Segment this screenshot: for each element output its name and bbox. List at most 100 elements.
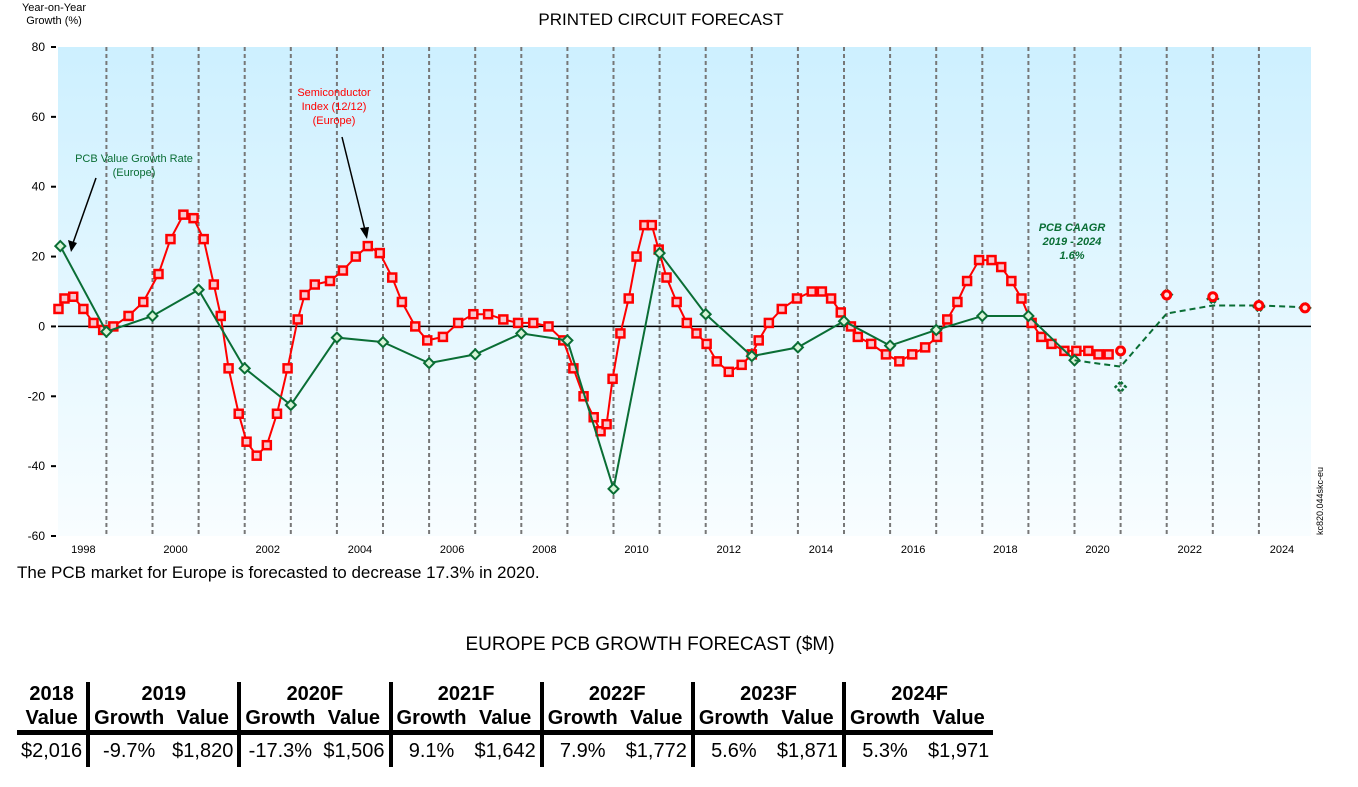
semiconductor-arrowhead [360,227,369,239]
semiconductor-point [1093,349,1104,360]
semiconductor-point [437,331,449,343]
semiconductor-point [906,349,918,360]
value-2019: $1,820 [172,740,234,762]
semiconductor-point [961,275,973,287]
y-axis: 80 60 40 20 0 -20 -40 -60 [28,40,56,543]
semiconductor-forecast-point [1115,345,1127,357]
value-header: Value [168,706,240,735]
semiconductor-forecast-point [1299,302,1311,314]
semiconductor-point [1046,338,1057,350]
semiconductor-point [671,296,682,308]
plot-background [58,47,1311,536]
semiconductor-point [324,275,336,287]
growth-header: Growth [842,706,925,735]
series-line [1074,304,1306,368]
value-header: Value [470,706,542,735]
chart-code: kc820.044skc-eu [1315,466,1325,535]
growth-2023: 5.6% [690,732,773,767]
table-year-row: 2018 2019 2020F 2021F 2022F 2023F 2024F [17,682,994,706]
semiconductor-point [309,279,321,290]
semiconductor-point [973,254,985,266]
semiconductor-point [422,335,433,346]
pcb-point [883,339,897,353]
y-tick-label: 60 [32,110,46,124]
semiconductor-point [1103,349,1114,360]
value-header: Value [621,706,693,735]
pcb-point [146,309,159,323]
semiconductor-point [215,310,226,322]
x-tick-label: 1998 [71,544,95,556]
semiconductor-point [919,342,931,353]
semiconductor-point [661,272,672,283]
table-row: $2,016 -9.7% $1,820 -17.3% $1,506 9.1% $… [17,732,993,767]
semiconductor-point [681,317,693,329]
pcb-annotation-text: (Europe) [113,167,156,179]
x-tick-label: 2016 [901,544,925,556]
growth-2022: 7.9% [539,732,622,767]
y-tick-label: 0 [38,319,45,333]
semiconductor-point [88,317,99,329]
x-tick-label: 2012 [717,544,741,556]
pcb-point [699,307,713,321]
gridlines [105,47,1260,536]
pcb-point [791,340,805,354]
semiconductor-point [512,317,524,329]
pcb-point [284,398,298,412]
semiconductor-arrow [341,136,366,231]
pcb-point [192,283,206,297]
series [53,209,1312,496]
semiconductor-forecast-point [1207,291,1219,303]
semiconductor-point [482,308,494,320]
pcb-arrow [72,177,97,244]
pcb-point [1021,309,1035,323]
x-tick-label: 2010 [624,544,648,556]
semiconductor-point [543,321,554,332]
semiconductor-point [568,363,579,374]
semiconductor-point [59,293,70,304]
pcb-point [975,309,989,323]
semiconductor-point [386,272,398,283]
year-header: 2018 [29,683,74,705]
x-tick-label: 2008 [532,544,556,556]
value-2020: $1,506 [323,740,385,762]
year-header: 2021F [388,682,542,706]
semiconductor-annotation-text: (Europe) [313,115,356,127]
caagr-annotation-text: 1.6% [1059,250,1084,262]
chart-title: PRINTED CIRCUIT FORECAST [538,10,784,29]
semiconductor-point [865,338,877,350]
semiconductor-forecast-point [1253,299,1265,311]
pcb-point [929,323,943,337]
growth-header: Growth [388,706,471,735]
semiconductor-point [995,261,1007,273]
growth-2021: 9.1% [388,732,471,767]
value-2018: $2,016 [21,740,83,762]
pcb-point [330,331,344,345]
y-tick-label: -20 [28,389,46,403]
pcb-point [376,335,390,349]
semiconductor-point [271,408,283,419]
forecast-note: The PCB market for Europe is forecasted … [17,563,540,582]
semiconductor-point [337,265,349,276]
pcb-point [99,325,113,339]
semiconductor-point [53,303,64,315]
semiconductor-point [825,293,837,304]
pcb-point [607,482,620,496]
value-2024: $1,971 [928,740,990,762]
semiconductor-point [736,359,747,371]
semiconductor-point [188,212,199,224]
semiconductor-point [1071,345,1082,357]
semiconductor-point [880,349,892,360]
pcb-point [468,347,482,361]
x-tick-label: 2014 [809,544,833,556]
semiconductor-forecast-point [1161,289,1173,301]
semiconductor-point [1083,345,1094,357]
value-2023: $1,871 [776,740,839,762]
semiconductor-point [615,328,626,339]
forecast-table: 2018 2019 2020F 2021F 2022F 2023F 2024F … [17,682,994,767]
semiconductor-point [282,363,293,374]
semiconductor-point [153,268,164,280]
year-header: 2019 [86,682,240,706]
table-subheader-row: Value Growth Value Growth Value Growth V… [17,706,994,735]
semiconductor-point [251,450,262,461]
value-header: Value [772,706,845,735]
